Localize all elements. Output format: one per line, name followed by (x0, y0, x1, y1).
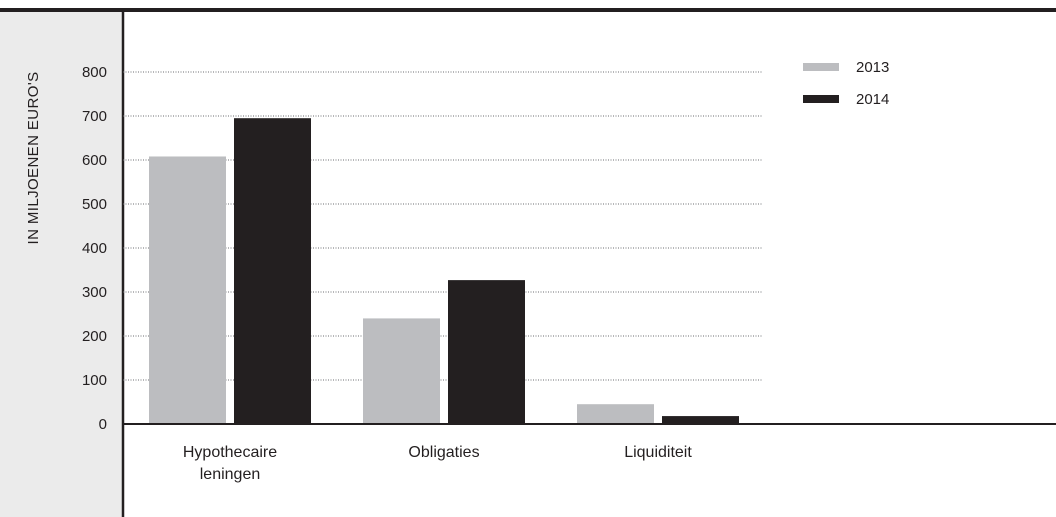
bar-2013-1 (363, 318, 440, 424)
y-tick-label: 600 (82, 152, 107, 169)
legend-label-2013: 2013 (856, 59, 889, 76)
legend-swatch-2013 (803, 63, 839, 71)
y-tick-label: 100 (82, 372, 107, 389)
y-tick-label: 800 (82, 64, 107, 81)
x-tick-label: Liquiditeit (624, 444, 692, 461)
y-tick-label: 500 (82, 196, 107, 213)
y-tick-label: 0 (99, 416, 107, 433)
bar-2013-2 (577, 404, 654, 424)
x-tick-labels: Hypothecaire leningen Obligaties Liquiditei… (183, 444, 692, 483)
bar-2014-2 (662, 416, 739, 424)
y-tick-label: 200 (82, 328, 107, 345)
y-axis-title: IN MILJOENEN EURO'S (25, 72, 42, 245)
legend-swatch-2014 (803, 95, 839, 103)
y-tick-labels: 0 100 200 300 400 500 600 700 800 (82, 64, 107, 433)
y-tick-label: 400 (82, 240, 107, 257)
bars (149, 118, 739, 425)
legend: 2013 2014 (803, 59, 889, 108)
bar-2014-1 (448, 280, 525, 424)
legend-label-2014: 2014 (856, 91, 889, 108)
gridlines (123, 71, 762, 381)
x-tick-label: Hypothecaire leningen (183, 444, 277, 483)
y-tick-label: 700 (82, 108, 107, 125)
x-tick-label: Obligaties (408, 444, 479, 461)
ylabel-panel (0, 10, 122, 517)
bar-2014-0 (234, 118, 311, 424)
y-tick-label: 300 (82, 284, 107, 301)
bar-2013-0 (149, 156, 226, 425)
